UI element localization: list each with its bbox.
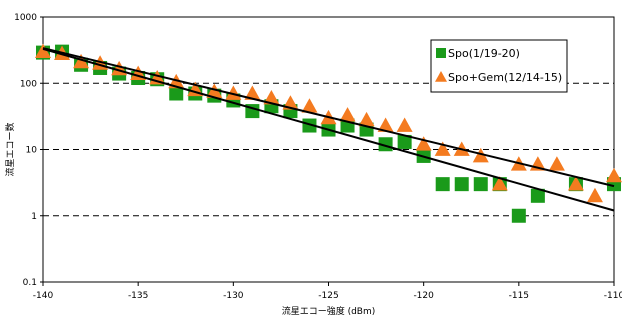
data-point-triangle (35, 43, 51, 59)
data-point-square (397, 134, 412, 149)
data-point-triangle (339, 107, 356, 122)
x-axis-ticks: -140 -135 -130 -125 -120 -115 -110 (33, 282, 622, 301)
x-axis-label: 流星エコー強度 (dBm) (282, 305, 376, 317)
data-point-triangle (206, 83, 223, 98)
legend-marker-triangle (435, 71, 447, 82)
x-tick-label: -110 (604, 291, 622, 301)
data-point-triangle (472, 147, 489, 163)
legend: Spo(1/19-20) Spo+Gem(12/14-15) (430, 39, 568, 93)
y-axis-label: 流星エコー数 (4, 122, 16, 176)
data-point-square (169, 86, 184, 101)
data-point-triangle (244, 85, 261, 100)
data-point-triangle (377, 117, 394, 132)
trend-line (42, 47, 615, 212)
legend-marker-square (436, 48, 446, 58)
data-point-square (511, 208, 526, 223)
data-point-triangle (434, 141, 451, 156)
data-point-triangle (548, 156, 565, 171)
x-tick-label: -115 (509, 291, 529, 301)
data-point-triangle (396, 117, 413, 132)
data-point-triangle (263, 89, 280, 105)
data-point-triangle (567, 176, 584, 191)
data-point-triangle (415, 136, 432, 151)
data-point-triangle (301, 98, 318, 113)
legend-box (430, 39, 568, 93)
data-point-triangle (73, 53, 90, 69)
data-point-triangle (225, 85, 242, 100)
x-tick-label: -125 (318, 291, 338, 301)
data-point-triangle (358, 111, 375, 127)
y-tick-label: 0.1 (23, 278, 37, 288)
x-tick-label: -120 (413, 291, 434, 301)
trend-lines (42, 47, 615, 212)
x-tick-label: -135 (128, 291, 148, 301)
y-tick-label: 10 (26, 146, 38, 156)
y-tick-label: 1 (31, 212, 37, 222)
x-tick-label: -140 (33, 291, 54, 301)
y-tick-label: 100 (20, 79, 37, 89)
data-point-triangle (606, 167, 622, 183)
y-axis-ticks: 0.1 1 10 100 1000 (14, 13, 43, 288)
gridlines (43, 82, 614, 217)
y-tick-label: 1000 (14, 13, 37, 23)
x-tick-label: -130 (223, 291, 244, 301)
trend-line (42, 47, 615, 188)
legend-label-spo: Spo(1/19-20) (448, 47, 520, 60)
data-point-square (454, 177, 469, 192)
data-point-triangle (586, 187, 603, 203)
data-point-square (473, 177, 488, 192)
legend-label-spo-gem: Spo+Gem(12/14-15) (448, 71, 562, 84)
data-point-square (530, 188, 545, 203)
data-point-square (302, 118, 317, 133)
data-point-triangle (491, 176, 508, 191)
data-point-square (435, 177, 450, 192)
